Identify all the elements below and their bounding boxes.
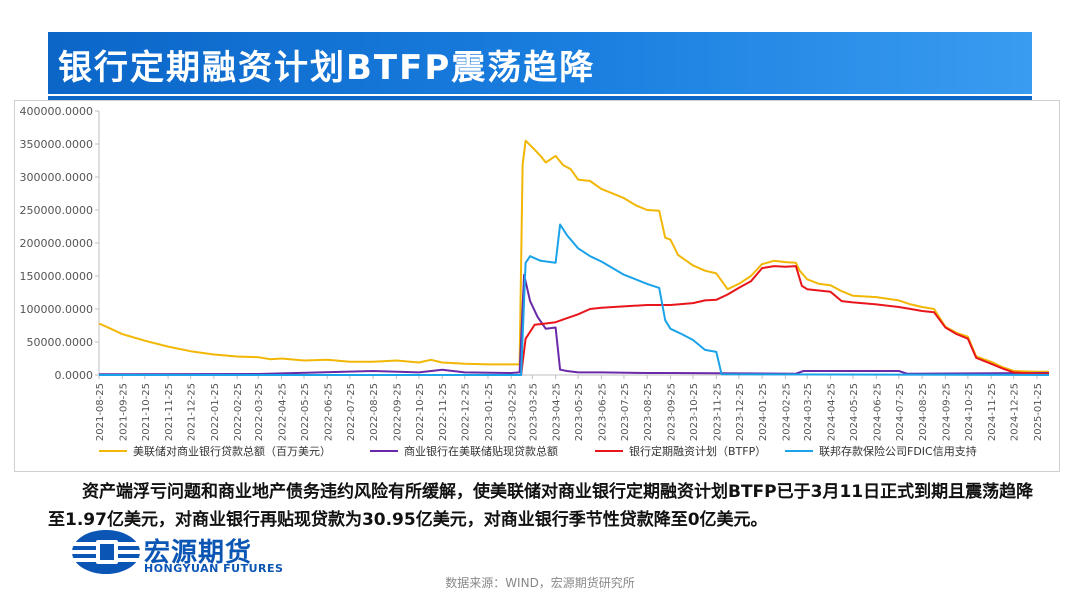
x-tick-label: 2021-11-25 (164, 383, 175, 441)
x-tick-label: 2024-02-25 (781, 383, 792, 441)
y-tick-label: 300000.0000 (20, 171, 93, 184)
x-tick-label: 2024-12-25 (1010, 383, 1021, 441)
title-banner (48, 32, 1032, 100)
x-tick-label: 2021-08-25 (95, 383, 106, 441)
x-tick-label: 2024-06-25 (872, 383, 883, 441)
y-tick-label: 200000.0000 (20, 237, 93, 250)
hongyuan-logo-icon (72, 530, 142, 574)
x-tick-label: 2023-09-25 (667, 383, 678, 441)
x-tick-label: 2024-03-25 (803, 383, 814, 441)
x-tick-label: 2023-08-25 (643, 383, 654, 441)
x-tick-label: 2021-10-25 (141, 383, 152, 441)
x-tick-label: 2022-07-25 (346, 383, 357, 441)
logo-text: 宏源期货 (144, 538, 253, 568)
x-tick-label: 2022-05-25 (300, 383, 311, 441)
series-line-2 (98, 273, 1050, 376)
x-tick-label: 2023-03-25 (528, 383, 539, 441)
x-tick-label: 2022-11-25 (438, 383, 449, 441)
y-tick-label: 350000.0000 (20, 138, 93, 151)
page-title: 银行定期融资计划BTFP震荡趋降 (58, 48, 596, 88)
y-tick-label: 400000.0000 (20, 105, 93, 118)
x-tick-label: 2024-01-25 (758, 383, 769, 441)
legend-label: 美联储对商业银行贷款总额（百万美元） (133, 444, 331, 458)
x-tick-label: 2024-11-25 (987, 383, 998, 441)
series-line-4 (99, 223, 1050, 376)
x-tick-label: 2024-05-25 (849, 383, 860, 441)
x-tick-label: 2024-04-25 (826, 383, 837, 441)
x-tick-label: 2023-06-25 (597, 383, 608, 441)
x-tick-label: 2023-11-25 (712, 383, 723, 441)
x-tick-label: 2022-04-25 (277, 383, 288, 441)
x-tick-label: 2022-09-25 (392, 383, 403, 441)
series-line-1 (98, 139, 1049, 373)
legend-label: 联邦存款保险公司FDIC信用支持 (819, 444, 977, 458)
line-chart: 0.0000 50000.0000 100000.0000 150000.0000 20… (20, 105, 1050, 458)
x-tick-label: 2023-05-25 (574, 383, 585, 441)
x-tick-label: 2022-02-25 (233, 383, 244, 441)
series-line-3 (99, 265, 1049, 376)
legend-label: 商业银行在美联储贴现贷款总额 (404, 444, 558, 458)
x-tick-label: 2021-09-25 (118, 383, 129, 441)
x-tick-label: 2022-08-25 (369, 383, 380, 441)
y-tick-label: 250000.0000 (20, 204, 93, 217)
x-tick-label: 2025-01-25 (1033, 383, 1044, 441)
x-tick-label: 2022-03-25 (254, 383, 265, 441)
x-tick-label: 2023-01-25 (484, 383, 495, 441)
data-source: 数据来源：WIND，宏源期货研究所 (445, 576, 635, 590)
x-tick-label: 2023-10-25 (689, 383, 700, 441)
x-tick-label: 2022-06-25 (323, 383, 334, 441)
x-tick-label: 2023-12-25 (735, 383, 746, 441)
x-tick-label: 2024-08-25 (918, 383, 929, 441)
legend-label: 银行定期融资计划（BTFP） (629, 444, 766, 458)
logo-subtext: HONGYUAN FUTURES (144, 562, 284, 575)
x-tick-label: 2022-01-25 (210, 383, 221, 441)
x-tick-label: 2023-02-25 (507, 383, 518, 441)
x-tick-label: 2024-10-25 (964, 383, 975, 441)
y-tick-label: 50000.0000 (27, 336, 93, 349)
x-tick-label: 2023-07-25 (620, 383, 631, 441)
x-tick-label: 2021-12-25 (187, 383, 198, 441)
y-tick-label: 100000.0000 (20, 303, 93, 316)
y-tick-label: 150000.0000 (20, 270, 93, 283)
body-paragraph: 资产端浮亏问题和商业地产债务违约风险有所缓解，使美联储对商业银行定期融资计划BT… (48, 482, 1034, 530)
y-tick-label: 0.0000 (55, 369, 94, 382)
x-tick-label: 2022-12-25 (461, 383, 472, 441)
x-tick-label: 2022-10-25 (415, 383, 426, 441)
x-tick-label: 2024-07-25 (895, 383, 906, 441)
x-tick-label: 2023-04-25 (552, 383, 563, 441)
x-tick-label: 2024-09-25 (941, 383, 952, 441)
chart-frame: 0.0000 50000.0000 100000.0000 150000.0000 20… (14, 100, 1060, 472)
